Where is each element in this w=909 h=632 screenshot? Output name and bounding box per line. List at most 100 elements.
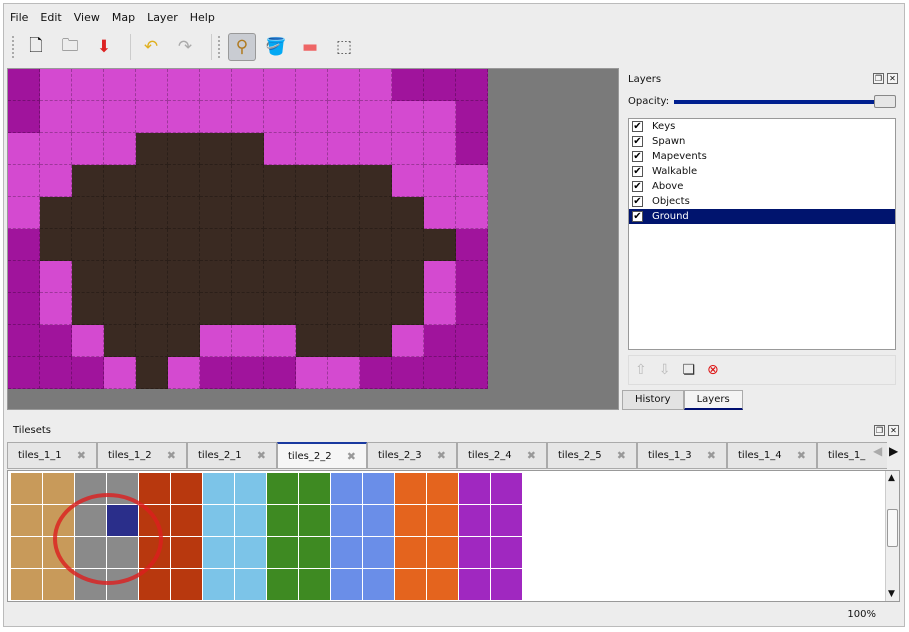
- map-tile[interactable]: [72, 133, 104, 165]
- tileset-tile[interactable]: [331, 537, 363, 569]
- move-layer-down-icon[interactable]: ⇩: [658, 362, 671, 378]
- map-tile[interactable]: [360, 325, 392, 357]
- tileset-tile[interactable]: [427, 569, 459, 601]
- tileset-tile[interactable]: [491, 569, 523, 601]
- map-tile[interactable]: [72, 261, 104, 293]
- map-tile[interactable]: [456, 261, 488, 293]
- menu-help[interactable]: Help: [189, 10, 215, 24]
- map-tile[interactable]: [392, 101, 424, 133]
- map-tile[interactable]: [296, 165, 328, 197]
- map-tile[interactable]: [392, 357, 424, 389]
- tab-scroll-left-icon[interactable]: ◀: [873, 444, 883, 458]
- map-tile[interactable]: [72, 101, 104, 133]
- tileset-tile[interactable]: [331, 569, 363, 601]
- open-button[interactable]: 🗀: [56, 33, 84, 61]
- map-tile[interactable]: [136, 69, 168, 101]
- map-tile[interactable]: [40, 357, 72, 389]
- map-tile[interactable]: [200, 133, 232, 165]
- map-tile[interactable]: [424, 69, 456, 101]
- map-tile[interactable]: [136, 357, 168, 389]
- tileset-tile[interactable]: [235, 473, 267, 505]
- map-tile[interactable]: [40, 261, 72, 293]
- map-tile[interactable]: [456, 357, 488, 389]
- map-tile[interactable]: [136, 133, 168, 165]
- map-tile[interactable]: [456, 293, 488, 325]
- map-tile[interactable]: [264, 293, 296, 325]
- tileset-tile[interactable]: [299, 473, 331, 505]
- layer-item[interactable]: ✔ Above: [629, 179, 895, 194]
- map-tile[interactable]: [104, 165, 136, 197]
- map-tile[interactable]: [232, 261, 264, 293]
- map-tile[interactable]: [328, 357, 360, 389]
- tileset-tile[interactable]: [491, 537, 523, 569]
- tileset-tile[interactable]: [395, 473, 427, 505]
- tileset-tile[interactable]: [203, 537, 235, 569]
- map-tile[interactable]: [296, 101, 328, 133]
- rect-select-button[interactable]: ⬚: [330, 33, 358, 61]
- map-tile[interactable]: [168, 133, 200, 165]
- tileset-tile[interactable]: [171, 473, 203, 505]
- tileset-tile[interactable]: [363, 537, 395, 569]
- tileset-tile[interactable]: [299, 537, 331, 569]
- map-tile[interactable]: [8, 261, 40, 293]
- tileset-tab[interactable]: tiles_2_1 ✖: [187, 442, 277, 469]
- map-tile[interactable]: [296, 357, 328, 389]
- tileset-tile[interactable]: [171, 569, 203, 601]
- map-tile[interactable]: [360, 293, 392, 325]
- tileset-tab[interactable]: tiles_1_2 ✖: [97, 442, 187, 469]
- map-tile[interactable]: [200, 69, 232, 101]
- map-tile[interactable]: [136, 197, 168, 229]
- visibility-checkbox[interactable]: ✔: [632, 196, 643, 207]
- menu-edit[interactable]: Edit: [40, 10, 62, 24]
- layer-item[interactable]: ✔ Objects: [629, 194, 895, 209]
- tileset-tab[interactable]: tiles_1_1 ✖: [7, 442, 97, 469]
- map-tile[interactable]: [424, 197, 456, 229]
- tileset-tile[interactable]: [11, 473, 43, 505]
- tileset-tile[interactable]: [43, 569, 75, 601]
- map-tile[interactable]: [424, 261, 456, 293]
- map-tile[interactable]: [296, 229, 328, 261]
- vertical-scrollbar[interactable]: ▲ ▼: [885, 471, 899, 601]
- tileset-tile[interactable]: [43, 473, 75, 505]
- map-tile[interactable]: [264, 357, 296, 389]
- visibility-checkbox[interactable]: ✔: [632, 181, 643, 192]
- map-tile[interactable]: [264, 69, 296, 101]
- map-tile[interactable]: [168, 325, 200, 357]
- map-tile[interactable]: [360, 69, 392, 101]
- tileset-view[interactable]: ▲ ▼: [7, 470, 900, 602]
- map-tile[interactable]: [264, 325, 296, 357]
- layer-item[interactable]: ✔ Spawn: [629, 134, 895, 149]
- map-tile[interactable]: [40, 229, 72, 261]
- visibility-checkbox[interactable]: ✔: [632, 151, 643, 162]
- map-tile[interactable]: [296, 133, 328, 165]
- map-tile[interactable]: [360, 165, 392, 197]
- visibility-checkbox[interactable]: ✔: [632, 211, 643, 222]
- map-tile[interactable]: [424, 293, 456, 325]
- map-tile[interactable]: [328, 197, 360, 229]
- tileset-tile[interactable]: [395, 537, 427, 569]
- map-tile[interactable]: [136, 293, 168, 325]
- map-tile[interactable]: [424, 165, 456, 197]
- map-tile[interactable]: [328, 325, 360, 357]
- map-tile[interactable]: [360, 357, 392, 389]
- map-tile[interactable]: [232, 101, 264, 133]
- tileset-tile[interactable]: [171, 505, 203, 537]
- map-tile[interactable]: [264, 229, 296, 261]
- tileset-tile[interactable]: [427, 505, 459, 537]
- map-tile[interactable]: [136, 229, 168, 261]
- opacity-slider[interactable]: [674, 95, 896, 108]
- map-tile[interactable]: [40, 165, 72, 197]
- tileset-tile[interactable]: [331, 505, 363, 537]
- close-tab-icon[interactable]: ✖: [76, 449, 86, 462]
- close-icon[interactable]: ✕: [887, 73, 898, 84]
- tileset-tile[interactable]: [11, 569, 43, 601]
- map-tile[interactable]: [200, 261, 232, 293]
- bucket-fill-button[interactable]: 🪣: [262, 33, 290, 61]
- map-tile[interactable]: [104, 357, 136, 389]
- tileset-tab[interactable]: tiles_2_4 ✖: [457, 442, 547, 469]
- layer-item[interactable]: ✔ Mapevents: [629, 149, 895, 164]
- map-tile[interactable]: [8, 357, 40, 389]
- toolbar-grip[interactable]: [12, 36, 16, 58]
- tileset-tile[interactable]: [171, 537, 203, 569]
- map-tile[interactable]: [40, 197, 72, 229]
